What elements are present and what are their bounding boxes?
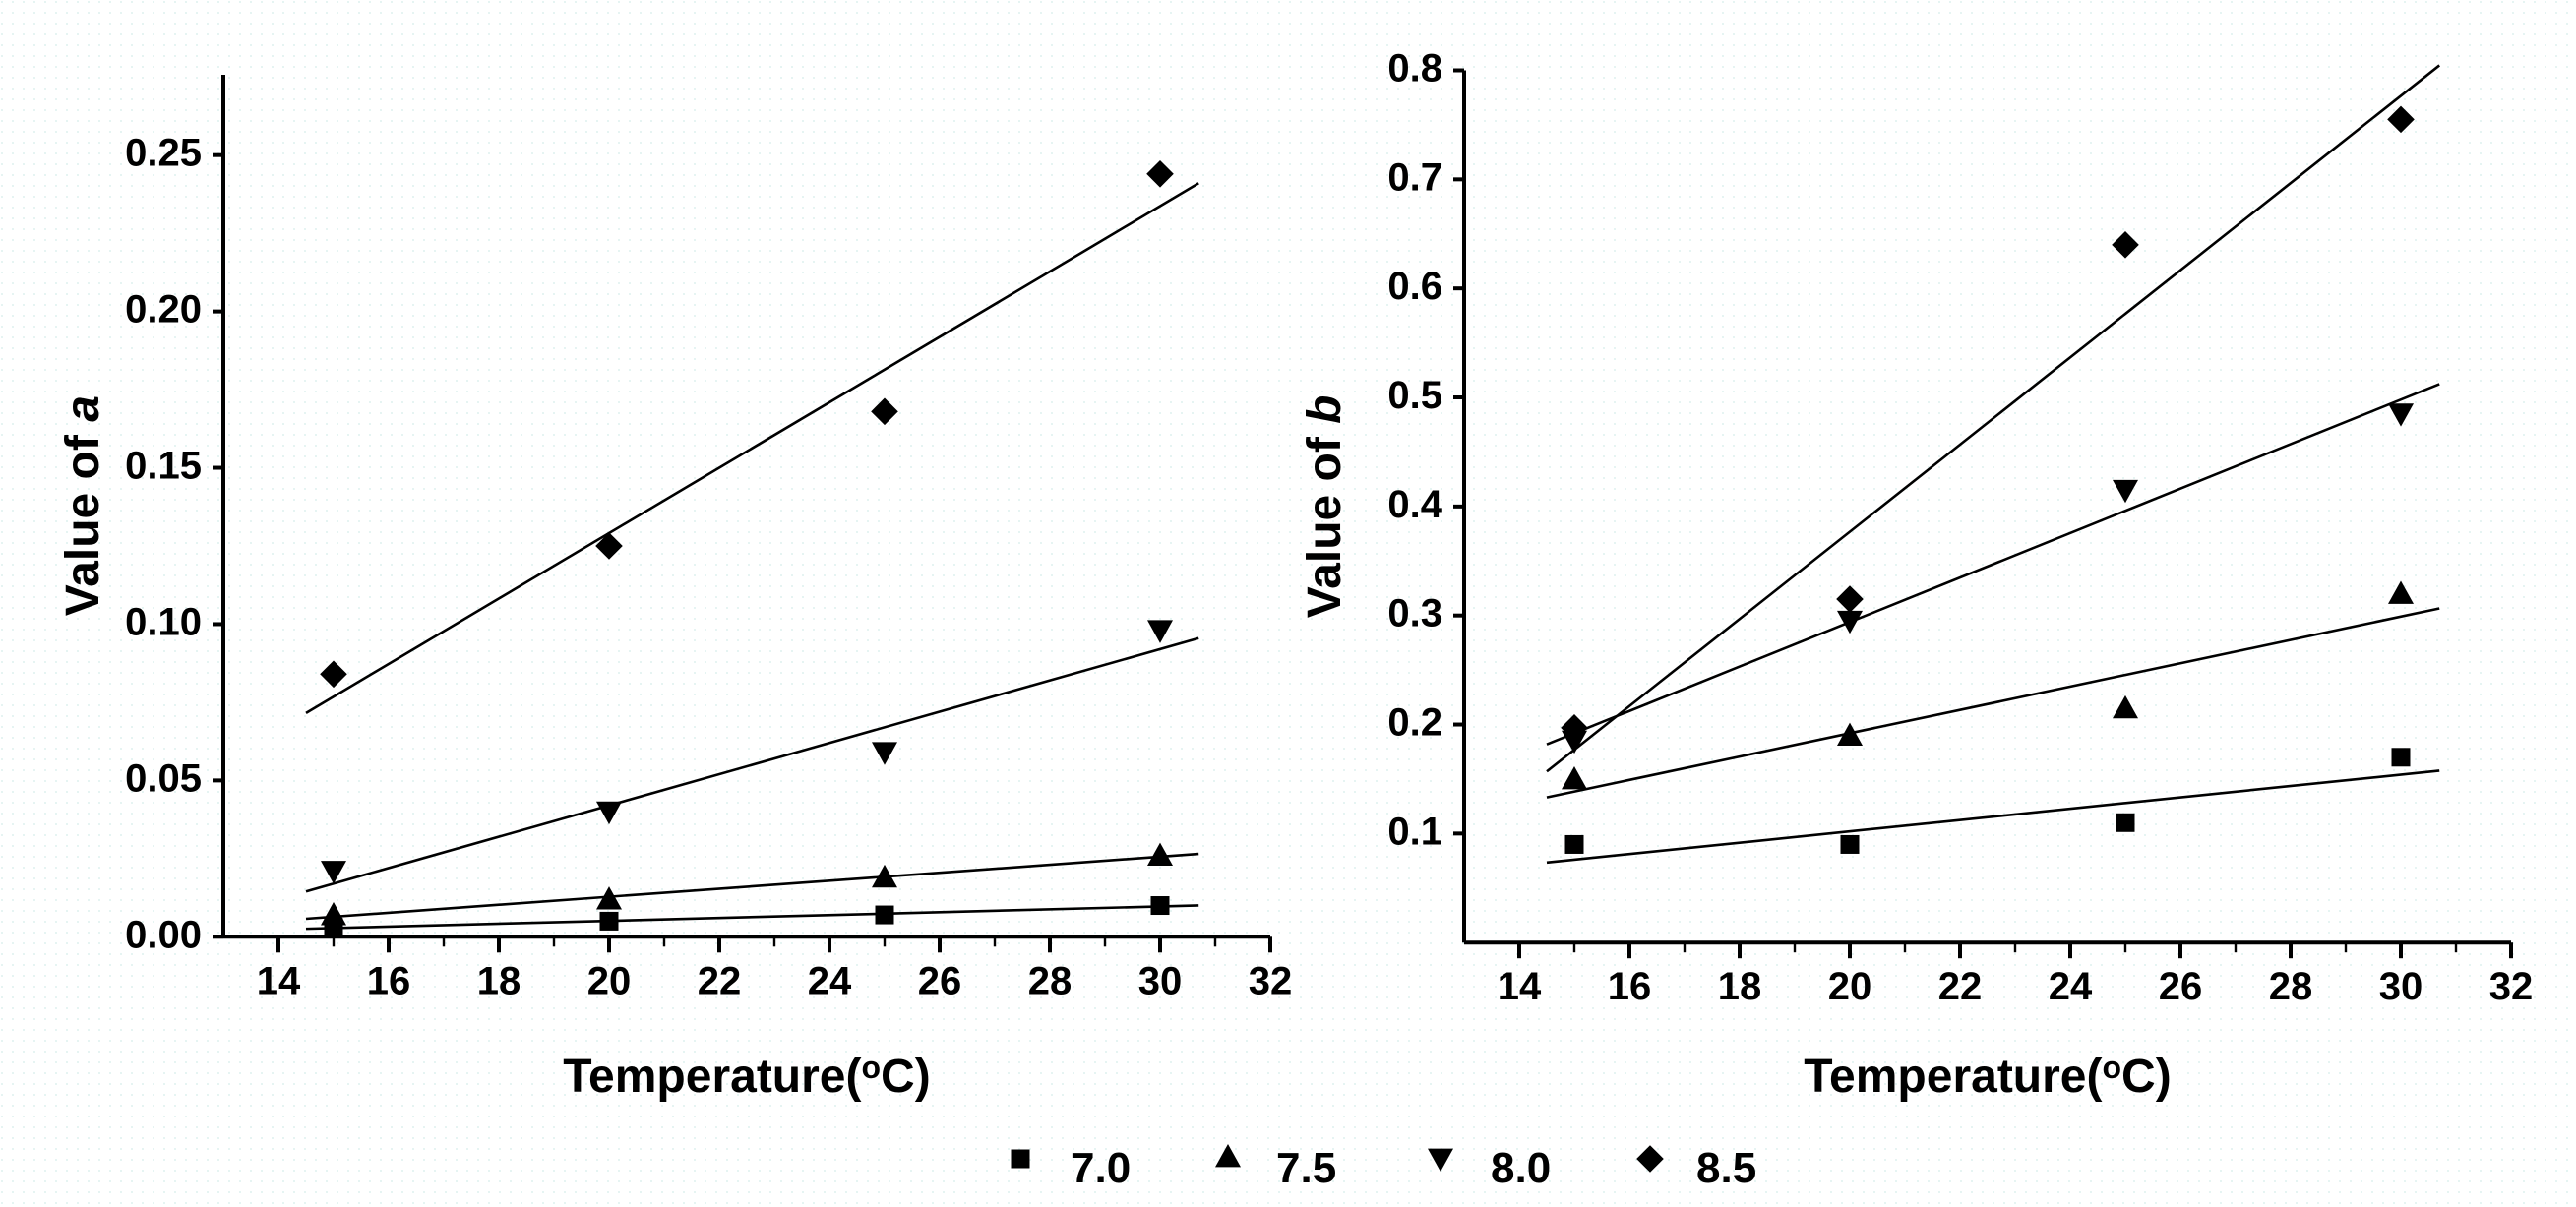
svg-text:0.05: 0.05 (125, 756, 202, 800)
svg-text:18: 18 (1718, 965, 1762, 1008)
svg-text:0.25: 0.25 (125, 132, 202, 175)
svg-text:14: 14 (257, 959, 301, 1002)
svg-text:0.5: 0.5 (1387, 374, 1442, 417)
svg-text:30: 30 (2379, 965, 2423, 1008)
svg-text:0.10: 0.10 (125, 600, 202, 643)
svg-text:0.20: 0.20 (125, 288, 202, 332)
svg-text:20: 20 (1828, 965, 1872, 1008)
svg-text:0.6: 0.6 (1387, 265, 1442, 308)
svg-text:0.7: 0.7 (1387, 155, 1442, 199)
svg-text:26: 26 (2159, 965, 2203, 1008)
svg-text:26: 26 (918, 959, 962, 1002)
svg-text:16: 16 (1608, 965, 1652, 1008)
svg-text:32: 32 (2489, 965, 2534, 1008)
svg-text:14: 14 (1498, 965, 1542, 1008)
svg-text:20: 20 (587, 959, 632, 1002)
svg-text:7.0: 7.0 (1071, 1144, 1131, 1192)
svg-text:Value of b: Value of b (1299, 394, 1351, 618)
svg-text:30: 30 (1138, 959, 1183, 1002)
svg-text:0.15: 0.15 (125, 445, 202, 488)
svg-text:24: 24 (2049, 965, 2093, 1008)
svg-text:24: 24 (808, 959, 852, 1002)
svg-text:0.00: 0.00 (125, 913, 202, 956)
svg-text:32: 32 (1249, 959, 1293, 1002)
svg-text:8.0: 8.0 (1491, 1144, 1551, 1192)
svg-text:28: 28 (1028, 959, 1073, 1002)
svg-text:Value of a: Value of a (57, 395, 109, 616)
svg-text:22: 22 (1938, 965, 1983, 1008)
svg-text:0.3: 0.3 (1387, 592, 1442, 635)
svg-text:0.4: 0.4 (1387, 483, 1442, 526)
svg-text:22: 22 (698, 959, 742, 1002)
svg-text:8.5: 8.5 (1696, 1144, 1756, 1192)
svg-text:16: 16 (367, 959, 411, 1002)
svg-text:18: 18 (477, 959, 521, 1002)
svg-text:7.5: 7.5 (1276, 1144, 1336, 1192)
svg-text:0.8: 0.8 (1387, 47, 1442, 91)
svg-text:28: 28 (2269, 965, 2313, 1008)
svg-text:0.2: 0.2 (1387, 701, 1442, 745)
svg-text:0.1: 0.1 (1387, 810, 1442, 853)
